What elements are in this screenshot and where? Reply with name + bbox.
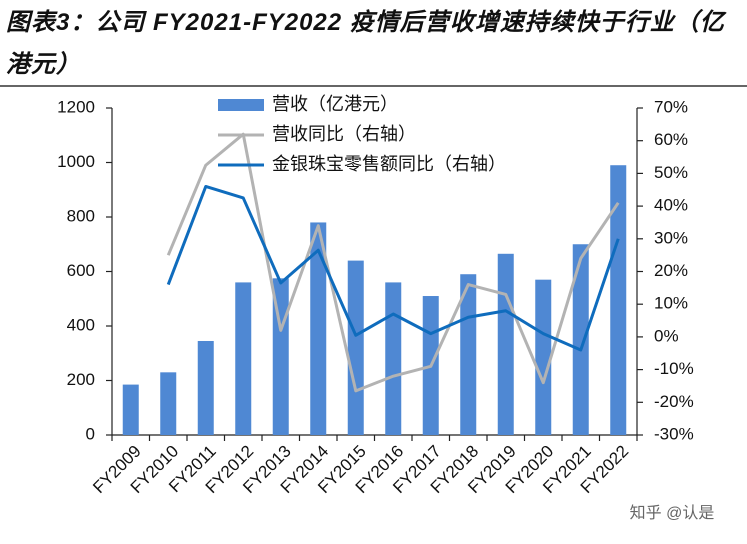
legend-label: 金银珠宝零售额同比（右轴） [272,154,506,174]
y2-tick-label: 60% [654,130,688,149]
y2-tick-label: -30% [654,424,694,443]
y-tick-label: 1200 [57,97,95,116]
y2-tick-label: 20% [654,261,688,280]
y2-tick-label: 0% [654,326,679,345]
watermark: 知乎 @认是 [630,504,715,522]
legend-label: 营收同比（右轴） [272,124,416,144]
y-tick-label: 600 [67,261,95,280]
line [166,184,620,352]
bar [385,282,402,435]
y2-tick-label: 30% [654,228,688,247]
bar [610,165,627,435]
legend-swatch [218,99,264,111]
bar [235,282,252,435]
bar [572,244,589,435]
y2-tick-label: -20% [654,392,694,411]
y-tick-label: 0 [86,424,95,443]
y2-tick-label: 50% [654,163,688,182]
bar [460,274,477,435]
y-tick-label: 800 [67,206,95,225]
bar [197,340,214,435]
chart-title: 图表3：公司 FY2021-FY2022 疫情后营收增速持续快于行业（亿港元） [6,9,725,78]
bar [122,384,139,435]
bar [535,279,552,435]
y2-tick-label: -10% [654,359,694,378]
y2-tick-label: 40% [654,196,688,215]
y-tick-label: 1000 [57,152,95,171]
bar [497,253,514,435]
y2-tick-label: 70% [654,97,688,116]
y-tick-label: 200 [67,370,95,389]
legend-label: 营收（亿港元） [272,94,398,114]
bar [347,260,364,435]
bar [160,372,177,435]
y2-tick-label: 10% [654,294,688,313]
y-tick-label: 400 [67,315,95,334]
bar [310,222,327,435]
